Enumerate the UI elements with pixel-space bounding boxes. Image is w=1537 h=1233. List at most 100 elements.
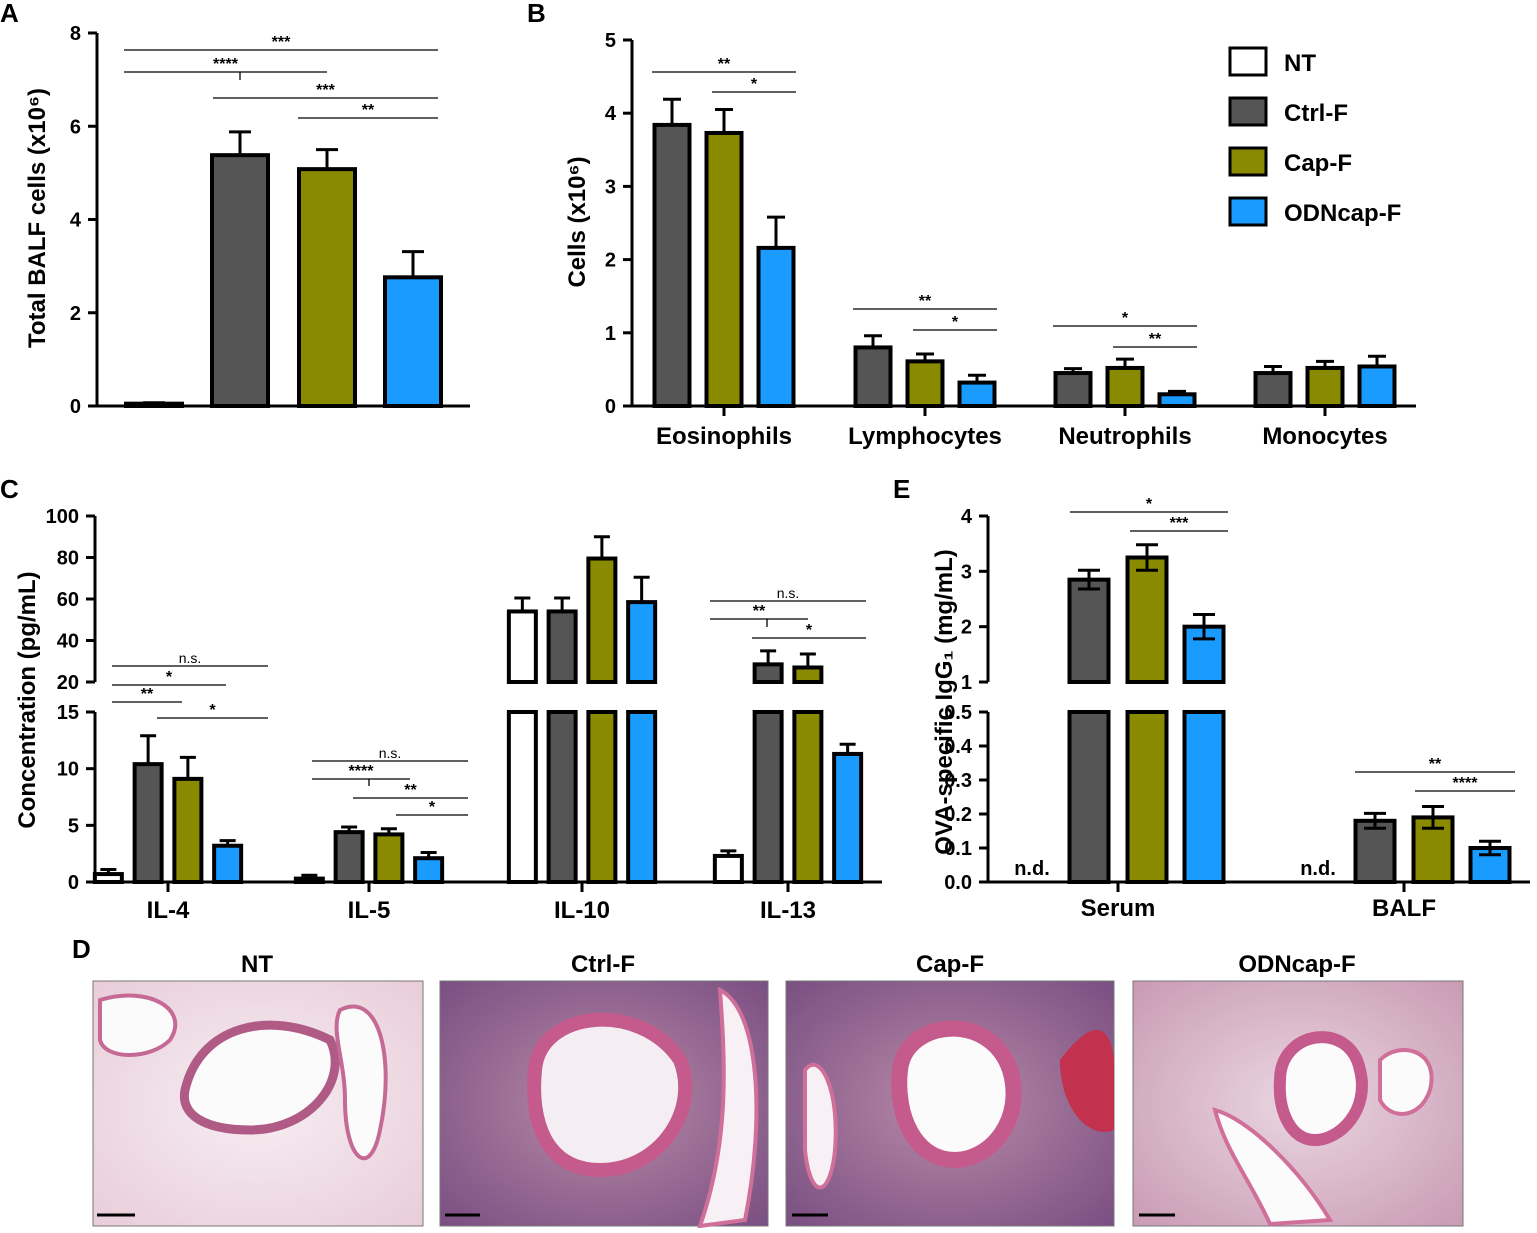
panel-e-bar-lower-serum-odncap-f (1182, 710, 1226, 884)
panel-b-bar-neutrophils-cap-f (1105, 365, 1145, 409)
panel-c-bar-il-5-nt (293, 876, 325, 884)
panel-c-sig-il5-cap-odn-label: * (429, 799, 436, 816)
panel-c-sig-il4-ns-label: n.s. (179, 650, 202, 666)
panel-b-sig-neutrophils-5-label: ** (1149, 331, 1162, 348)
micrograph-title-odncap-f: ODNcap-F (1238, 951, 1355, 978)
panel-c-ytick-label-80: 80 (57, 548, 79, 570)
panel-letter-a: A (0, 0, 19, 28)
panel-b-bar-monocytes-cap-f (1305, 365, 1345, 409)
panel-b-ytick-label-5: 5 (605, 30, 616, 52)
micrograph-title-nt: NT (241, 951, 273, 978)
legend-label-cap-f: Cap-F (1284, 150, 1352, 177)
panel-e-bar-lower-serum-ctrl-f (1067, 710, 1111, 884)
panel-e-bar-upper-serum-odncap-f (1182, 624, 1226, 685)
legend-label-odncap-f: ODNcap-F (1284, 200, 1401, 227)
panel-e-bar-upper-serum-ctrl-f (1067, 577, 1111, 685)
micrograph-title-ctrl-f: Ctrl-F (571, 951, 635, 978)
panel-b-bar-eosinophils-odncap-f (756, 245, 796, 408)
panel-e-ytick-label-1: 1 (961, 672, 972, 694)
panel-a-y-label: Total BALF cells (x10⁶) (24, 88, 51, 348)
panel-b-category-label-lymphocytes: Lymphocytes (848, 423, 1002, 450)
panel-e-ytick-label-0-3: 0.3 (944, 770, 972, 792)
panel-b-sig-neutrophils-4-label: * (1122, 310, 1129, 327)
panel-c-sig-il4-nt-cap-label: * (166, 669, 173, 686)
panel-c-bar-il-5-cap-f (373, 832, 405, 885)
panel-c-sig-il13-ns-label: n.s. (777, 585, 800, 601)
panel-b-bar-eosinophils-ctrl-f (652, 122, 692, 409)
panel-c-bar-upper-il-10-cap-f (586, 556, 618, 684)
panel-e-bar-upper-serum-cap-f (1125, 555, 1169, 684)
panel-c-bar-upper-il-10-nt (506, 609, 538, 685)
micrograph-vessel-nt (334, 1004, 388, 1161)
panel-c-ytick-label-60: 60 (57, 589, 79, 611)
panel-c-bar-il-5-ctrl-f (333, 830, 365, 885)
panel-b-bar-neutrophils-odncap-f (1157, 392, 1197, 408)
micrograph-vessel-cap-f (803, 1062, 838, 1190)
panel-c-bar-il-5-odncap-f (413, 856, 445, 885)
micrograph-odncap-f: ODNcap-F (1132, 951, 1464, 1227)
panel-letter-b: B (527, 0, 546, 28)
panel-c-bar-lower-il-10-cap-f (586, 710, 618, 884)
panel-c-bar-lower-il-10-nt (506, 710, 538, 884)
panel-e-bar-lower-serum-cap-f (1125, 710, 1169, 884)
micrograph-airway-nt (179, 1020, 340, 1135)
panel-e-bar-balf-ctrl-f (1353, 818, 1397, 884)
panel-e-category-label-balf: BALF (1372, 895, 1436, 922)
panel-c-bar-upper-il-13-cap-f (792, 665, 824, 684)
panel-a-sig-nt-ctrlcap-label: **** (213, 56, 239, 73)
panel-c-ytick-label-15: 15 (57, 702, 79, 724)
panel-a-ytick-label-0: 0 (70, 396, 81, 418)
panel-c-bar-lower-il-10-ctrl-f (546, 710, 578, 884)
micrograph-vessel-odncap-f (1212, 1107, 1334, 1227)
panel-b-ytick-label-2: 2 (605, 250, 616, 272)
panel-c-sig-il4-ctrl-odn-label: * (209, 702, 216, 719)
panel-e-ytick-label-0-5: 0.5 (944, 702, 972, 724)
nd-label-serum: n.d. (1014, 858, 1050, 880)
micrograph-ctrl-f: Ctrl-F (439, 951, 769, 1229)
panel-b-bar-lymphocytes-odncap-f (957, 380, 997, 408)
panel-a-ytick-label-4: 4 (70, 210, 82, 232)
panel-a-sig-nt-odncap-label: *** (272, 34, 291, 51)
panel-a-ytick-label-2: 2 (70, 303, 81, 325)
panel-b-ytick-label-4: 4 (605, 103, 617, 125)
legend-swatch-odncap-f (1228, 196, 1268, 227)
micrograph-vessel-odncap-f-2 (1378, 1048, 1434, 1116)
panel-c-bar-upper-il-10-odncap-f (626, 600, 658, 684)
panel-b-ytick-label-3: 3 (605, 176, 616, 198)
panel-e-ytick-label-4: 4 (961, 506, 973, 528)
legend-swatch-nt (1228, 46, 1268, 77)
panel-b-bar-lymphocytes-cap-f (905, 359, 945, 408)
panel-b-category-label-neutrophils: Neutrophils (1058, 423, 1191, 450)
legend-swatch-cap-f (1228, 146, 1268, 177)
panel-b-sig-lymphocytes-2-label: ** (919, 293, 932, 310)
panel-c-sig-il4-nt-ctrl-label: ** (141, 686, 154, 703)
panel-e-sig-serum-cap-odn-label: *** (1170, 515, 1189, 532)
panel-e-y-label: OVA-specific IgG₁ (mg/mL) (931, 549, 958, 855)
panel-b-y-label: Cells (x10⁶) (564, 156, 591, 287)
panel-b-sig-eosinophils-1-label: * (751, 76, 758, 93)
panel-b-bar-eosinophils-cap-f (704, 130, 744, 409)
panel-e-category-label-serum: Serum (1081, 895, 1156, 922)
panel-b-category-label-eosinophils: Eosinophils (656, 423, 792, 450)
panel-a-bar-ctrl-f (210, 153, 270, 408)
panel-b-category-label-monocytes: Monocytes (1262, 423, 1387, 450)
panel-c-ytick-label-10: 10 (57, 759, 79, 781)
panel-c-sig-il13-ctrl-odn-label: * (806, 622, 813, 639)
legend: NT Ctrl-F Cap-F ODNcap-F (1228, 46, 1401, 227)
panel-c-ytick-label-40: 40 (57, 631, 79, 653)
micrograph-airway-cap-f (891, 1020, 1022, 1169)
panel-a-bar-cap-f (297, 167, 357, 408)
panel-e-ytick-label-0-4: 0.4 (944, 736, 973, 758)
panel-c-bar-il-4-nt (92, 872, 124, 884)
panel-c-ytick-label-0: 0 (68, 872, 79, 894)
panel-a-ytick-label-6: 6 (70, 116, 81, 138)
panel-e-sig-serum-ctrl-odn-label: * (1146, 496, 1153, 513)
panel-b-sig-lymphocytes-3-label: * (952, 314, 959, 331)
micrograph-airway-ctrl-f (527, 1012, 693, 1178)
micrograph-title-cap-f: Cap-F (916, 951, 984, 978)
panel-b-sig-eosinophils-0-label: ** (718, 56, 731, 73)
panel-e-ytick-label-3: 3 (961, 561, 972, 583)
panel-c-sig-il5-nt-ctrlcap-label: **** (349, 763, 375, 780)
panel-c-bar-lower-il-10-odncap-f (626, 710, 658, 884)
panel-e-ytick-label-2: 2 (961, 617, 972, 639)
